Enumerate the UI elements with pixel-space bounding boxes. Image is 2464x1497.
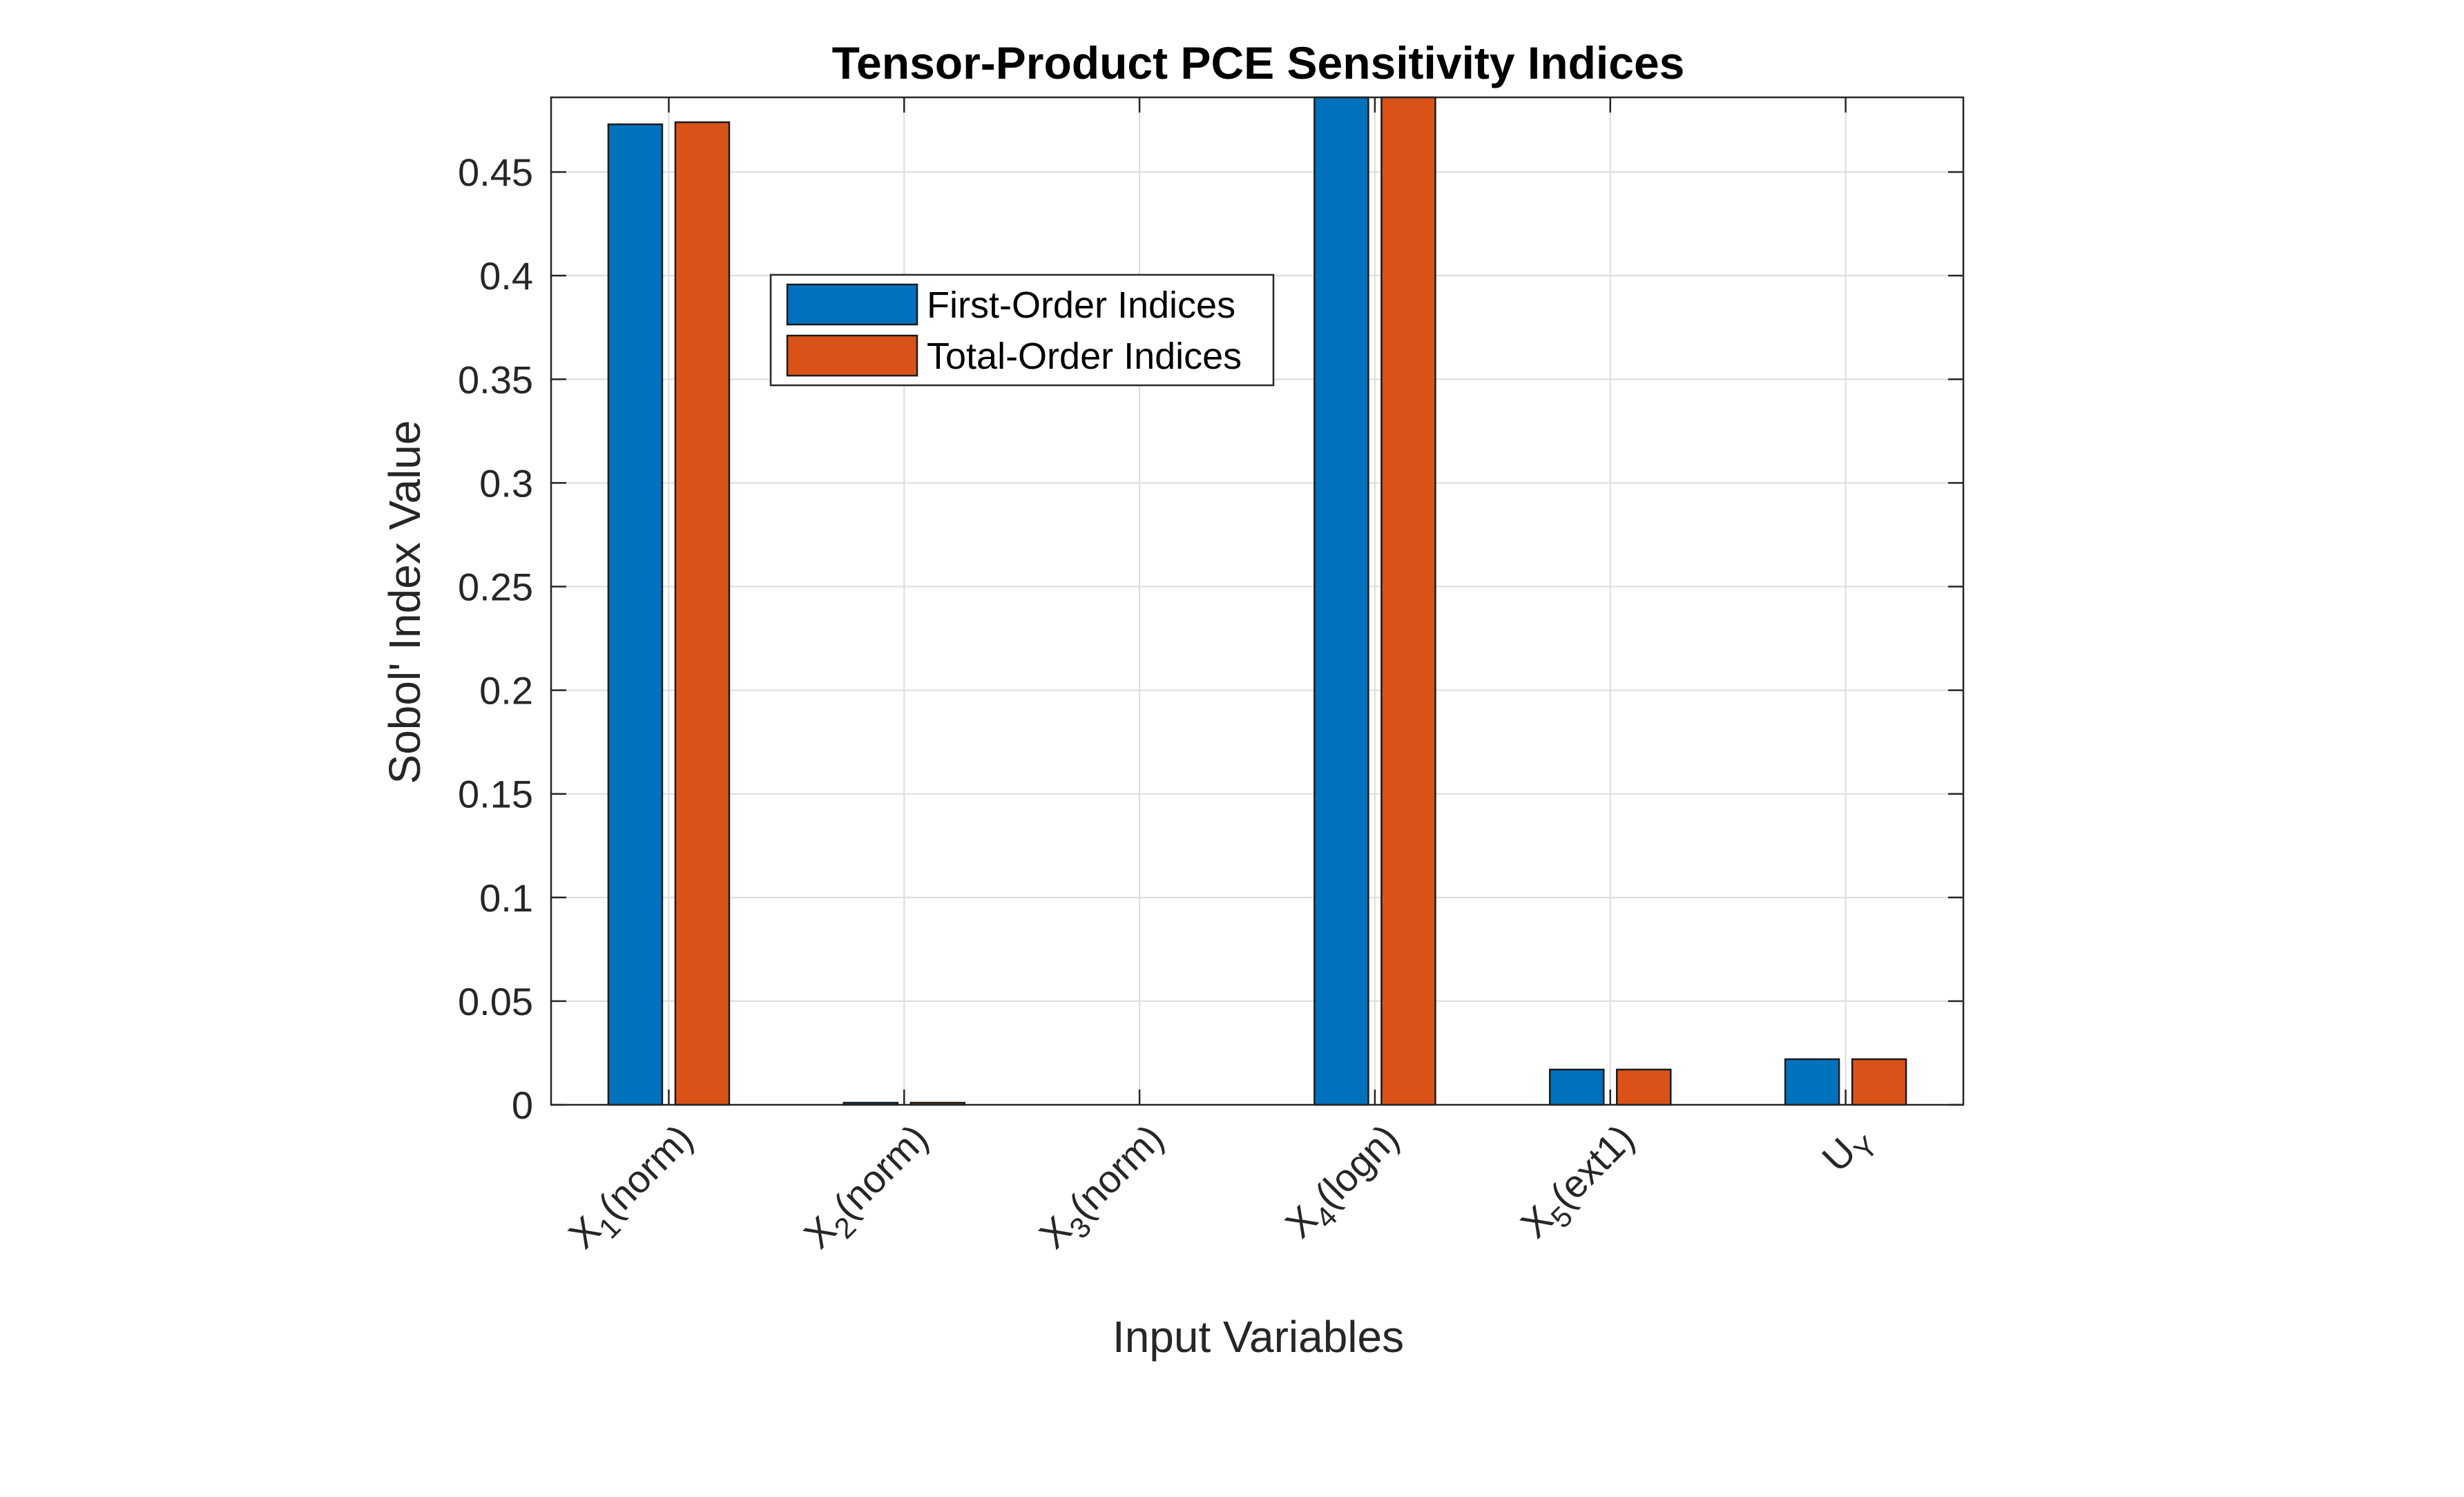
legend-swatch bbox=[786, 283, 918, 326]
bar-first-order-3 bbox=[1313, 96, 1369, 1106]
legend: First-Order Indices Total-Order Indices bbox=[769, 273, 1275, 387]
y-tick-label: 0.25 bbox=[458, 565, 533, 608]
bar-total-order-0 bbox=[674, 121, 731, 1106]
bar-total-order-5 bbox=[1851, 1058, 1907, 1106]
y-tick-label: 0.3 bbox=[479, 461, 533, 505]
chart-title: Tensor-Product PCE Sensitivity Indices bbox=[832, 37, 1685, 88]
plot-border bbox=[550, 96, 1965, 1106]
bar-total-order-3 bbox=[1380, 96, 1436, 1106]
bar-first-order-5 bbox=[1784, 1058, 1840, 1106]
bar-first-order-0 bbox=[607, 123, 664, 1106]
y-tick-labels: 0 0.05 0.1 0.15 0.2 0.25 0.3 0.35 0.4 0.45 bbox=[458, 151, 533, 1127]
y-tick-label: 0.05 bbox=[458, 980, 533, 1023]
y-tick-label: 0.45 bbox=[458, 151, 533, 194]
legend-label: Total-Order Indices bbox=[927, 336, 1242, 377]
legend-label: First-Order Indices bbox=[927, 284, 1235, 326]
x-axis-label: Input Variables bbox=[1113, 1312, 1404, 1362]
y-tick-label: 0.4 bbox=[479, 254, 533, 298]
axis-ticks bbox=[551, 97, 1963, 1106]
bar-total-order-4 bbox=[1616, 1068, 1672, 1106]
bar-first-order-4 bbox=[1549, 1068, 1605, 1106]
y-tick-label: 0.35 bbox=[458, 358, 533, 401]
y-axis-label: Sobol' Index Value bbox=[380, 421, 430, 784]
y-tick-label: 0.1 bbox=[479, 876, 533, 920]
y-tick-label: 0.15 bbox=[458, 773, 533, 816]
plot-area bbox=[551, 97, 1963, 1105]
bars bbox=[607, 96, 1907, 1106]
y-tick-label: 0 bbox=[512, 1083, 533, 1127]
y-tick-label: 0.2 bbox=[479, 669, 533, 713]
legend-swatch bbox=[786, 334, 918, 377]
